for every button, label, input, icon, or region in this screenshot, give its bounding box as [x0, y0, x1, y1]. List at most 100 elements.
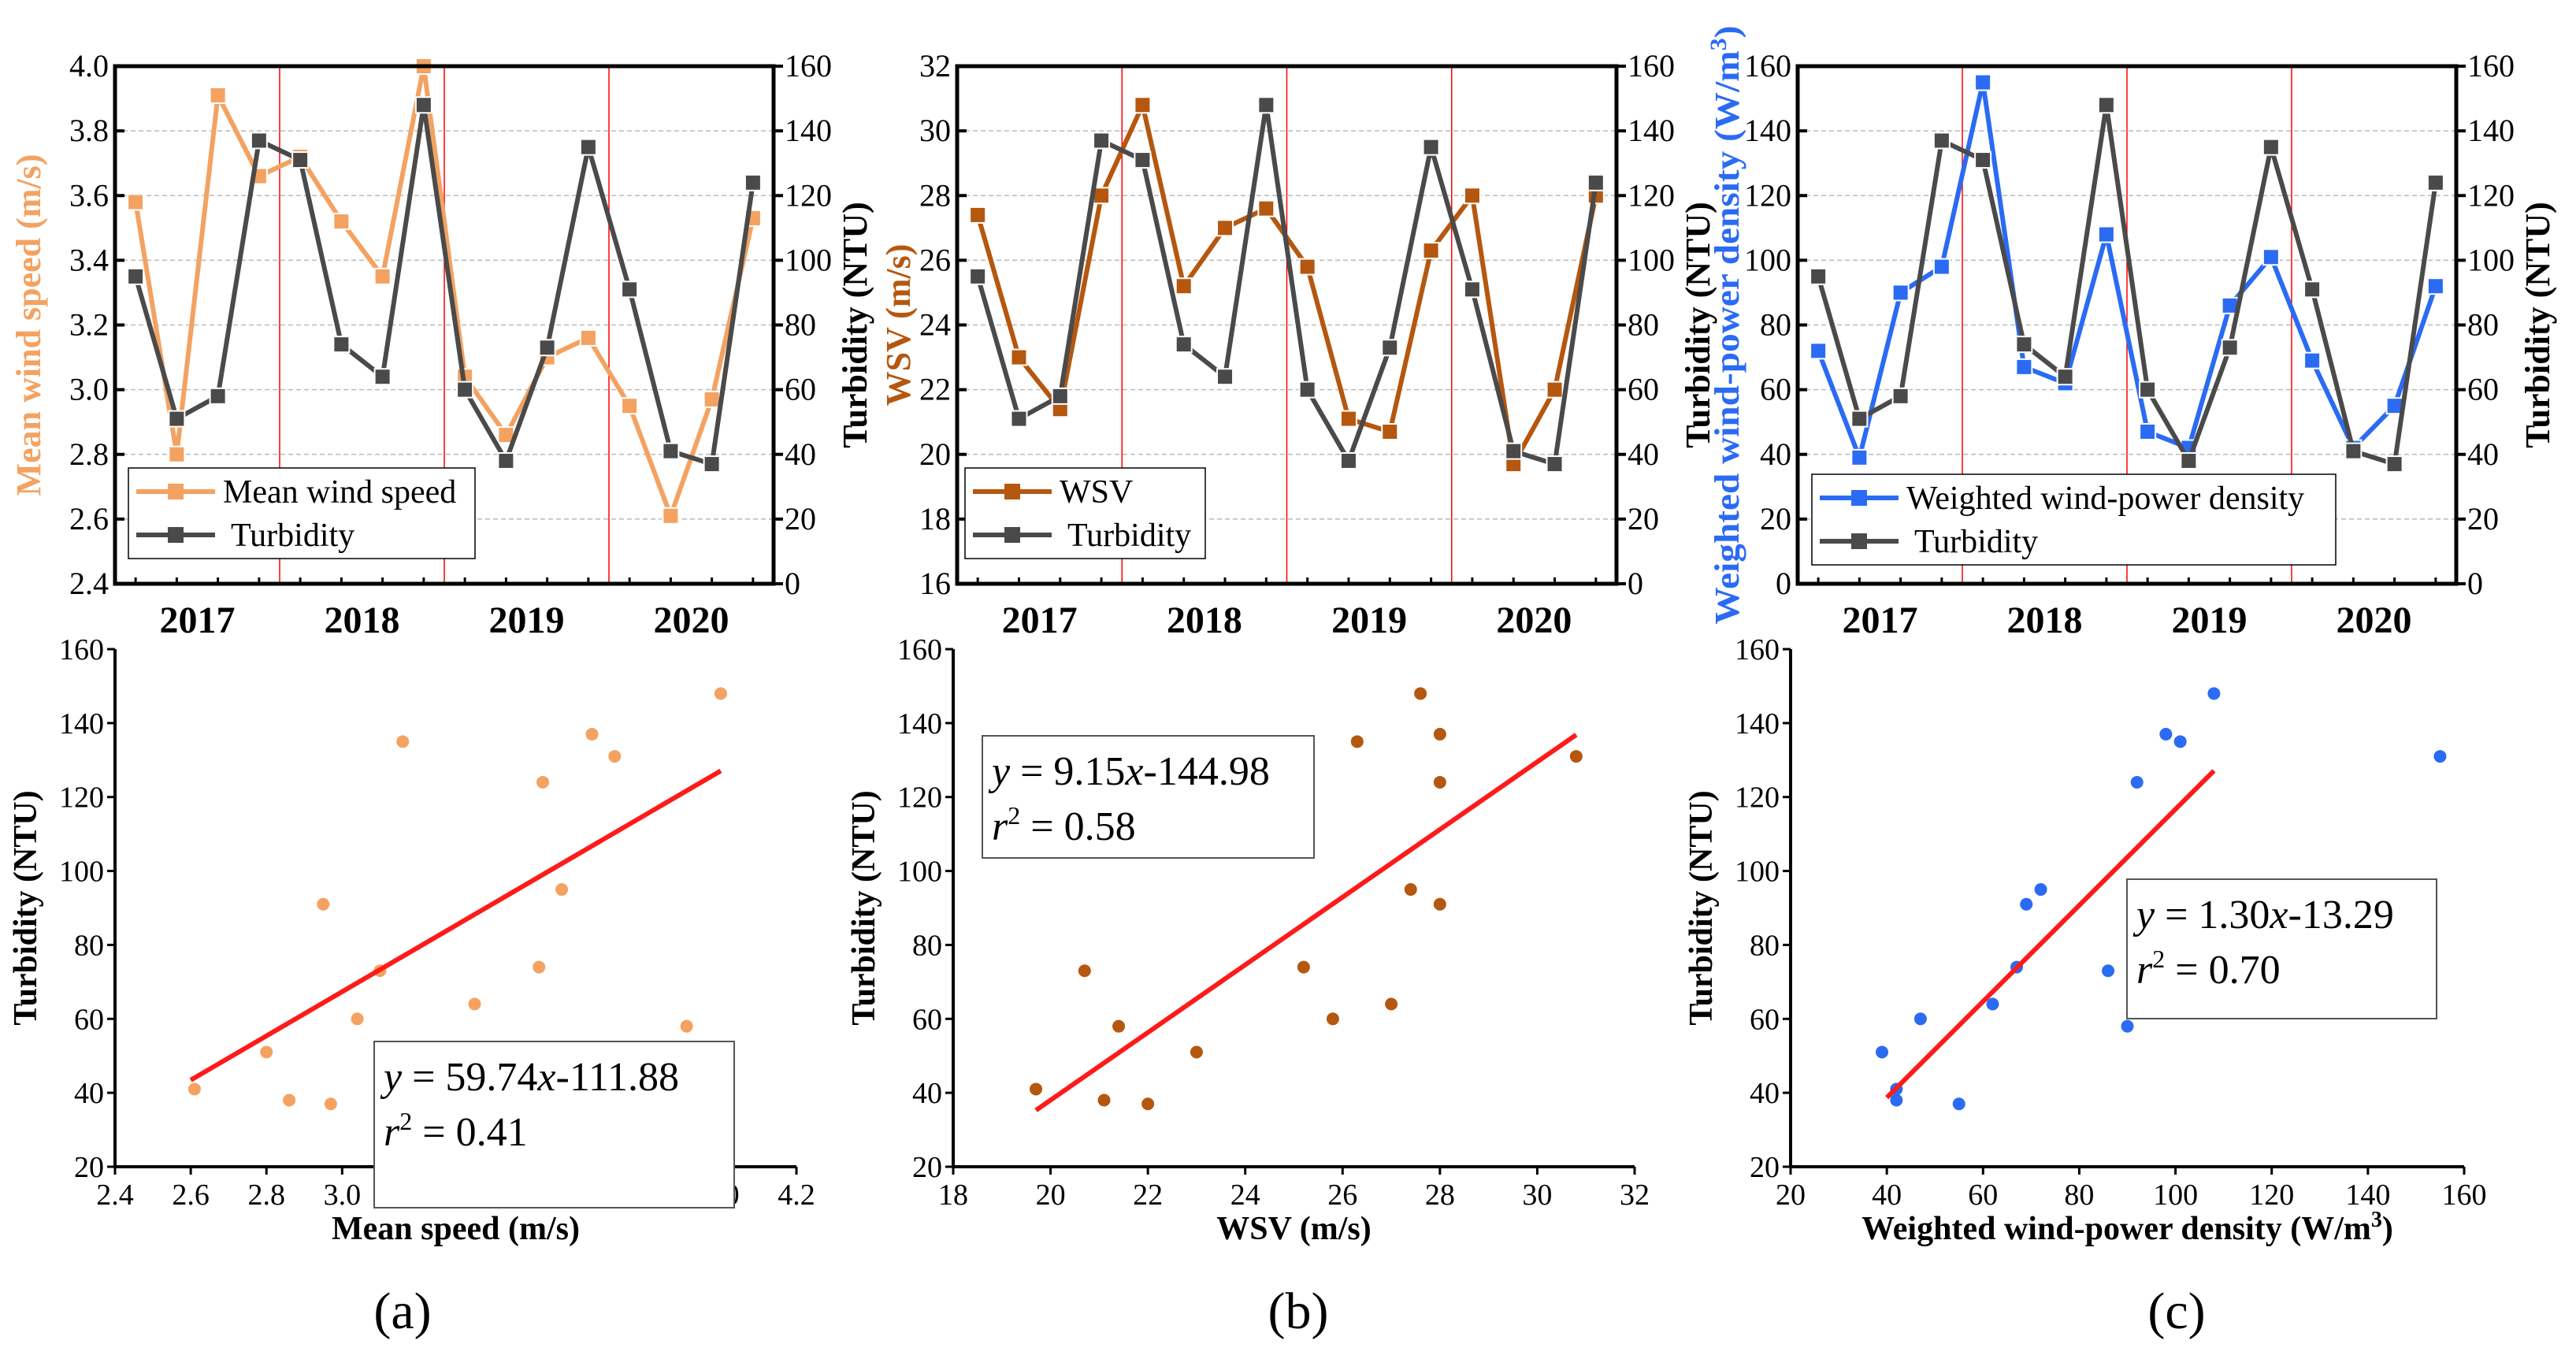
- x-tick-label: 20: [1776, 1179, 1806, 1212]
- data-point: [2015, 358, 2033, 376]
- y-tick-label: 20: [1750, 1151, 1780, 1184]
- x-tick-label: 2.8: [247, 1179, 285, 1212]
- left-tick-label: 20: [1760, 501, 1791, 536]
- data-point: [1298, 381, 1316, 399]
- legend-swatch-marker: [168, 527, 184, 543]
- right-tick-label: 160: [2467, 48, 2515, 84]
- x-axis-title: WSV (m/s): [1216, 1211, 1371, 1247]
- data-point: [2262, 248, 2280, 266]
- data-point: [1463, 187, 1481, 205]
- right-tick-label: 80: [1628, 307, 1659, 343]
- x-tick-label: 40: [1872, 1179, 1902, 1212]
- left-tick-label: 80: [1760, 307, 1791, 343]
- left-tick-label: 26: [919, 242, 951, 277]
- series-line-turbidity: [1816, 104, 2438, 467]
- y-tick-label: 160: [59, 633, 104, 666]
- right-tick-label: 140: [2467, 113, 2515, 148]
- data-point: [2303, 280, 2322, 299]
- data-point: [1339, 451, 1357, 470]
- data-point: [2221, 339, 2239, 357]
- right-tick-label: 0: [1628, 566, 1643, 601]
- scatter-point: [2034, 883, 2047, 897]
- scatter-point: [396, 735, 410, 748]
- data-point: [1810, 267, 1828, 285]
- data-point: [2262, 138, 2280, 156]
- data-point: [1850, 410, 1869, 428]
- data-point: [1010, 410, 1028, 428]
- y-tick-label: 60: [912, 1003, 942, 1036]
- data-point: [662, 507, 680, 525]
- legend-swatch-marker: [1851, 533, 1867, 549]
- year-label: 2020: [654, 600, 729, 641]
- scatter-point: [1030, 1082, 1043, 1096]
- scatter-point: [1404, 883, 1417, 897]
- right-tick-label: 60: [1628, 372, 1659, 407]
- year-label: 2019: [489, 600, 565, 641]
- data-point: [2426, 173, 2444, 191]
- data-point: [168, 445, 186, 463]
- eq-y: y: [2132, 893, 2155, 937]
- data-point: [1850, 448, 1869, 466]
- data-point: [1339, 410, 1357, 428]
- data-point: [1891, 387, 1910, 405]
- y-tick-label: 60: [74, 1003, 104, 1036]
- x-axis-title-text: Mean speed (m/s): [332, 1211, 580, 1247]
- left-tick-label: 3.0: [69, 372, 109, 407]
- y-tick-label: 140: [59, 707, 104, 741]
- left-tick-label: 3.2: [69, 307, 109, 343]
- data-point: [1422, 138, 1440, 156]
- y-tick-label: 20: [74, 1151, 104, 1184]
- timeseries-chart-b-top: 16 18 20 22 24 26 28 30 32 0 20 40 60 80 100 120 140 160 2…: [879, 48, 1717, 641]
- left-axis-title-end: ): [1708, 25, 1746, 38]
- data-point: [373, 267, 392, 285]
- equation-frame: [373, 1041, 735, 1208]
- regression-line: [1034, 733, 1578, 1112]
- left-tick-label: 3.4: [69, 242, 109, 277]
- data-point: [456, 381, 474, 399]
- data-point: [1093, 187, 1111, 205]
- year-label: 2020: [1496, 600, 1572, 641]
- right-tick-label: 0: [785, 566, 800, 601]
- year-label: 2018: [325, 600, 400, 641]
- data-point: [1134, 96, 1152, 114]
- right-tick-label: 40: [785, 436, 816, 472]
- data-point: [621, 280, 639, 299]
- scatter-point: [468, 997, 481, 1011]
- scatter-point: [1952, 1097, 1965, 1111]
- scatter-chart-a-bottom: 204060801001201401602.42.62.83.03.23.43.…: [8, 633, 815, 1247]
- x-tick-label: 3.0: [324, 1179, 362, 1212]
- left-tick-label: 140: [1744, 113, 1791, 148]
- data-point: [1134, 151, 1152, 169]
- legend-swatch-marker: [168, 484, 184, 499]
- legend-box: [1811, 473, 2337, 566]
- x-tick-label: 18: [938, 1179, 968, 1212]
- y-tick-label: 60: [1750, 1003, 1780, 1036]
- y-tick-label: 120: [59, 782, 104, 815]
- eq-intercept: -144.98: [1144, 749, 1270, 794]
- scatter-point: [187, 1082, 201, 1096]
- x-tick-label: 60: [1968, 1179, 1998, 1212]
- data-point: [1298, 258, 1316, 276]
- y-tick-label: 160: [897, 633, 942, 666]
- scatter-point: [1350, 735, 1364, 748]
- scatter-point: [680, 1019, 693, 1033]
- x-tick-label: 32: [1620, 1179, 1650, 1212]
- eq-slope: = 59.74: [402, 1055, 537, 1100]
- data-point: [1257, 199, 1275, 217]
- data-point: [1587, 173, 1605, 191]
- data-point: [744, 173, 762, 191]
- data-point: [2385, 455, 2403, 473]
- x-tick-label: 28: [1425, 1179, 1455, 1212]
- data-point: [1175, 336, 1193, 354]
- right-tick-label: 140: [1628, 113, 1675, 148]
- data-point: [497, 451, 515, 470]
- right-tick-label: 100: [2467, 242, 2515, 277]
- left-tick-label: 0: [1776, 566, 1791, 601]
- r2-value: = 0.41: [412, 1110, 527, 1155]
- y-tick-label: 120: [897, 782, 942, 815]
- series-line-mean-wind-speed: [133, 65, 755, 523]
- timeseries-chart-a-top: 2.4 2.6 2.8 3.0 3.2 3.4 3.6 3.8 4.0 0 20 40 60 80 100 1…: [9, 48, 874, 641]
- left-axis-title-text: Weighted wind-power density (W/m: [1708, 50, 1746, 624]
